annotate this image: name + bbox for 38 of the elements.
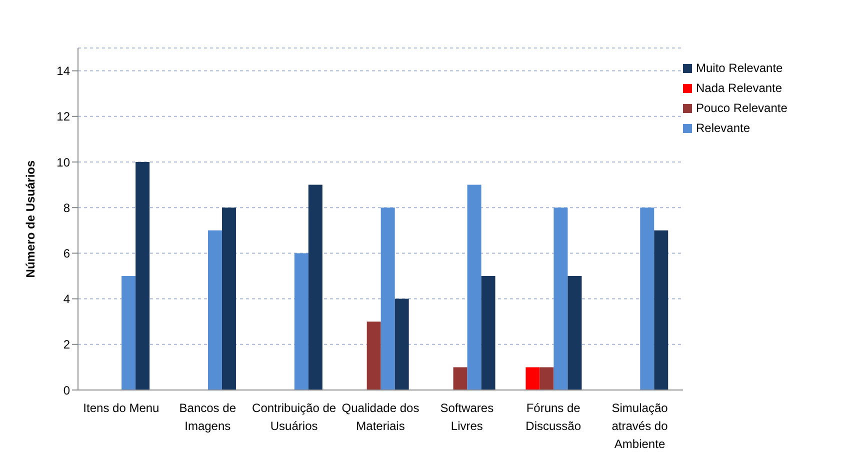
bar — [208, 230, 222, 390]
x-tick-label: Bancos de Imagens — [179, 401, 236, 433]
y-axis-title: Número de Usuários — [23, 160, 38, 278]
x-tick-label: Qualidade dos Materiais — [342, 401, 420, 433]
bar — [222, 208, 236, 390]
bar — [554, 208, 568, 390]
bar — [453, 367, 468, 390]
y-tick-label: 12 — [56, 110, 70, 124]
bar — [394, 298, 409, 390]
y-tick-label: 4 — [63, 292, 70, 306]
bar — [366, 322, 381, 390]
y-tick-label: 6 — [63, 246, 70, 260]
legend-label: Nada Relevante — [696, 81, 782, 95]
y-tick-label: 14 — [56, 64, 70, 78]
legend-label: Pouco Relevante — [696, 101, 788, 115]
bar — [308, 184, 322, 390]
bar — [380, 208, 395, 390]
bar — [467, 184, 482, 390]
x-tick-label: Fóruns de Discussão — [526, 401, 582, 433]
y-tick-label: 0 — [63, 383, 70, 398]
bar — [568, 276, 582, 390]
bar — [481, 276, 496, 390]
legend-label: Muito Relevante — [696, 61, 783, 75]
bar — [654, 230, 668, 390]
y-tick-label: 10 — [56, 155, 70, 170]
x-tick-label: Contribuição de Usuários — [252, 401, 336, 433]
bar — [640, 208, 654, 390]
bar — [136, 162, 150, 390]
legend-label: Relevante — [696, 121, 750, 135]
x-tick-label: Softwares Livres — [440, 401, 494, 433]
x-tick-label: Simulação através do Ambiente — [612, 401, 668, 451]
x-tick-label: Itens do Menu — [83, 401, 160, 415]
bar — [526, 367, 540, 390]
y-tick-label: 8 — [63, 200, 70, 215]
bar — [540, 367, 554, 390]
y-tick-label: 2 — [63, 338, 70, 352]
bar — [294, 253, 308, 390]
bar — [122, 276, 136, 390]
